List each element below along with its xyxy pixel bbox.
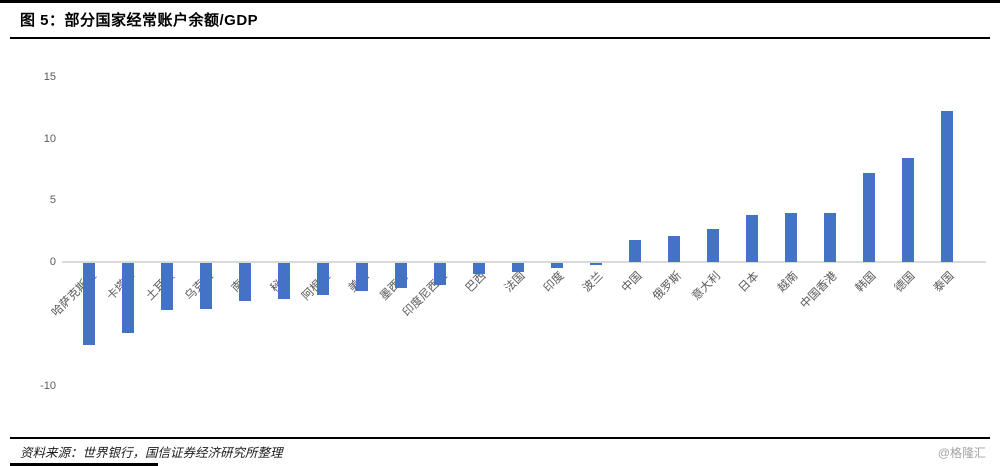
bar [824,212,836,262]
bar [200,263,212,309]
y-axis-tick-label: 10 [43,132,56,145]
bottom-partial-line [10,463,158,466]
bar [122,263,134,334]
bar [785,212,797,262]
y-axis-tick-label: 15 [43,70,56,83]
bar [707,228,719,262]
bar [551,263,563,268]
bar [629,239,641,262]
bar [434,263,446,286]
category-axis-label: 越南 [775,270,801,295]
y-axis-tick-label: -10 [40,379,56,392]
category-axis-label: 德国 [892,270,918,295]
category-axis-label: 意大利 [689,270,723,303]
zero-axis-line [62,261,986,263]
category-axis-label: 韩国 [853,270,879,295]
category-axis-label: 中国 [619,270,645,295]
top-border-line [0,0,1000,3]
category-axis-label: 法国 [502,270,528,295]
footer-divider-line [10,437,990,439]
bar [395,263,407,288]
category-axis-label: 泰国 [931,270,957,295]
category-axis-label: 波兰 [580,270,606,295]
bar [317,263,329,296]
category-axis-label: 俄罗斯 [650,270,684,303]
y-axis-tick-label: 0 [49,256,56,268]
bar [356,263,368,292]
bar-chart: 151050-10哈萨克斯坦卡塔尔土耳其乌克兰南非秘鲁阿根廷美国墨西哥印度尼西亚… [0,40,1000,435]
bar [863,173,875,262]
figure-title: 图 5：部分国家经常账户余额/GDP [20,12,259,29]
bar [161,263,173,310]
bar [590,263,602,266]
bar [239,263,251,302]
category-axis-label: 日本 [736,270,762,295]
bar [278,263,290,299]
bar [941,111,953,262]
bar [668,236,680,262]
bar [473,263,485,275]
bar [902,158,914,262]
y-axis-tick-label: 5 [49,194,56,207]
watermark: @格隆汇 [937,446,986,460]
source-note: 资料来源：世界银行，国信证券经济研究所整理 [20,446,283,460]
bar [83,263,95,345]
bar [512,263,524,272]
category-axis-label: 印度 [541,270,567,295]
category-axis-label: 中国香港 [798,270,840,312]
title-divider-line [10,37,990,39]
bar [746,215,758,262]
